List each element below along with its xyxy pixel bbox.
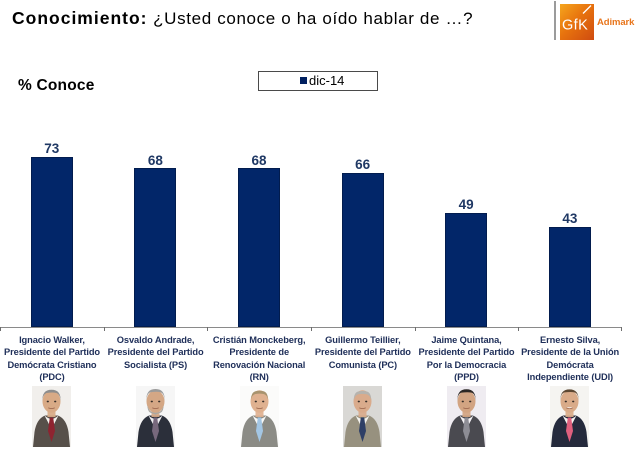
- svg-text:GfK: GfK: [562, 18, 588, 34]
